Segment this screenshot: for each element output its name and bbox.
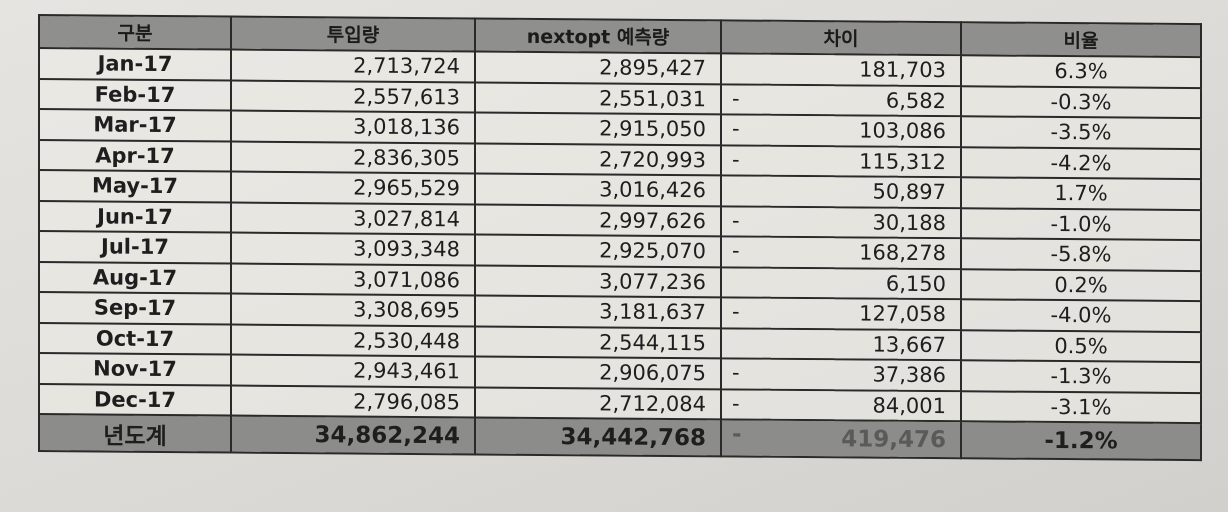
month-cell: Oct-17	[39, 322, 231, 355]
difference-sign: -	[732, 207, 740, 233]
difference-value: 6,150	[885, 271, 946, 296]
input-cell: 2,530,448	[231, 324, 475, 357]
difference-sign: -	[732, 299, 740, 324]
difference-sign: -	[732, 116, 740, 141]
month-cell: Apr-17	[39, 139, 231, 172]
forecast-cell: 2,997,626	[475, 203, 721, 237]
difference-value: 181,703	[859, 57, 946, 83]
difference-cell: - 168,278	[721, 236, 961, 269]
month-cell: Aug-17	[39, 261, 231, 294]
ratio-cell: 1.7%	[961, 177, 1201, 210]
ratio-cell: -0.3%	[961, 85, 1201, 119]
input-cell: 3,071,086	[231, 263, 475, 296]
difference-cell: 6,150	[721, 266, 961, 300]
difference-value: 13,667	[872, 332, 946, 357]
monthly-comparison-table: 구분 투입량 nextopt 예측량 차이 비율 Jan-17 2,713,724…	[38, 14, 1202, 461]
header-input-amount: 투입량	[231, 16, 475, 52]
difference-cell: - 115,312	[721, 144, 961, 178]
difference-sign: -	[732, 390, 740, 416]
ratio-cell: 6.3%	[961, 55, 1201, 88]
ratio-cell: -5.8%	[961, 238, 1201, 271]
month-cell: May-17	[39, 170, 231, 203]
forecast-cell: 3,077,236	[475, 264, 721, 298]
total-difference-sign: -	[732, 421, 742, 448]
input-cell: 2,836,305	[231, 141, 475, 174]
difference-value: 50,897	[872, 179, 946, 205]
forecast-cell: 2,720,993	[475, 142, 721, 176]
input-cell: 3,018,136	[231, 110, 475, 143]
input-cell: 2,943,461	[231, 354, 475, 387]
difference-value: 115,312	[859, 149, 946, 174]
forecast-cell: 2,925,070	[475, 234, 721, 267]
forecast-cell: 2,712,084	[475, 386, 721, 420]
ratio-cell: 0.5%	[961, 329, 1201, 363]
table-footer: 년도계 34,862,244 34,442,768 - 419,476 -1.2…	[39, 414, 1201, 461]
header-category: 구분	[39, 15, 231, 50]
difference-value: 168,278	[859, 240, 946, 266]
ratio-cell: -1.0%	[961, 207, 1201, 241]
input-cell: 2,796,085	[231, 385, 475, 418]
difference-value: 84,001	[872, 393, 946, 418]
forecast-cell: 2,551,031	[475, 81, 721, 115]
difference-value: 37,386	[872, 362, 946, 388]
difference-sign: -	[732, 146, 740, 172]
month-cell: Sep-17	[39, 292, 231, 325]
month-cell: Feb-17	[39, 78, 231, 111]
total-forecast: 34,442,768	[475, 417, 721, 457]
total-difference: 419,476	[841, 425, 946, 453]
input-cell: 3,093,348	[231, 232, 475, 265]
header-forecast-amount: nextopt 예측량	[475, 18, 721, 54]
forecast-cell: 2,915,050	[475, 112, 721, 145]
forecast-cell: 2,895,427	[475, 51, 721, 84]
total-difference-cell: - 419,476	[721, 419, 961, 459]
difference-value: 30,188	[872, 210, 946, 235]
month-cell: Jul-17	[39, 231, 231, 264]
difference-value: 127,058	[859, 301, 946, 327]
table-body: Jan-17 2,713,724 2,895,427 181,703 6.3% Feb-1…	[39, 48, 1201, 424]
difference-cell: - 30,188	[721, 205, 961, 239]
ratio-cell: -4.2%	[961, 146, 1201, 180]
ratio-cell: -1.3%	[961, 360, 1201, 393]
month-cell: Mar-17	[39, 109, 231, 142]
difference-cell: 50,897	[721, 175, 961, 208]
input-cell: 2,557,613	[231, 80, 475, 113]
total-input: 34,862,244	[231, 415, 475, 455]
difference-cell: - 127,058	[721, 297, 961, 330]
difference-sign: -	[732, 85, 740, 111]
total-label: 년도계	[39, 414, 231, 453]
difference-cell: - 6,582	[721, 83, 961, 117]
forecast-cell: 2,544,115	[475, 325, 721, 359]
input-cell: 2,965,529	[231, 171, 475, 204]
ratio-cell: -3.1%	[961, 390, 1201, 424]
difference-sign: -	[732, 360, 740, 385]
ratio-cell: 0.2%	[961, 268, 1201, 302]
header-ratio: 비율	[961, 22, 1201, 58]
header-difference: 차이	[721, 20, 961, 56]
difference-cell: 181,703	[721, 53, 961, 86]
ratio-cell: -4.0%	[961, 299, 1201, 332]
month-cell: Jan-17	[39, 48, 231, 81]
total-ratio: -1.2%	[961, 421, 1201, 461]
forecast-cell: 3,181,637	[475, 295, 721, 328]
total-row: 년도계 34,862,244 34,442,768 - 419,476 -1.2…	[39, 414, 1201, 461]
input-cell: 3,308,695	[231, 293, 475, 326]
difference-sign: -	[732, 238, 740, 263]
difference-cell: - 37,386	[721, 358, 961, 391]
difference-cell: - 84,001	[721, 388, 961, 422]
difference-cell: 13,667	[721, 327, 961, 361]
month-cell: Nov-17	[39, 353, 231, 386]
difference-cell: - 103,086	[721, 114, 961, 147]
month-cell: Dec-17	[39, 383, 231, 416]
difference-value: 103,086	[859, 118, 946, 144]
input-cell: 2,713,724	[231, 49, 475, 82]
forecast-cell: 3,016,426	[475, 173, 721, 206]
difference-value: 6,582	[885, 88, 946, 113]
ratio-cell: -3.5%	[961, 116, 1201, 149]
forecast-cell: 2,906,075	[475, 356, 721, 389]
month-cell: Jun-17	[39, 200, 231, 233]
input-cell: 3,027,814	[231, 202, 475, 235]
